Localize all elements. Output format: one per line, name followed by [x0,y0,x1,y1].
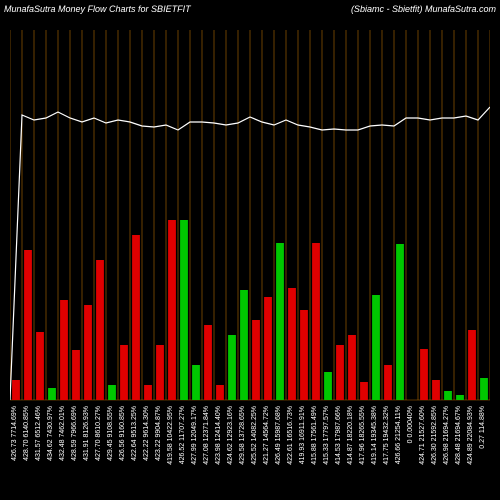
x-axis-label: 421.27 14564.72% [263,406,270,465]
x-axis-label: 431.91 8126.93% [83,406,90,461]
bar [120,345,128,400]
x-axis-label: 428.70 6140.85% [23,406,30,461]
x-axis-label: 0 0.00040% [407,406,414,443]
bar [24,250,32,400]
bar [372,295,380,400]
x-axis-label: 424.71 21527.60% [419,406,426,465]
bar [480,378,488,400]
bar [216,385,224,400]
x-axis-label: 422.22 9614.30% [143,406,150,461]
bar [420,349,428,400]
bar [108,385,116,400]
bar [444,391,452,400]
bar [96,260,104,400]
x-axis-label: 415.33 17797.57% [323,406,330,465]
bar [72,350,80,400]
bar [396,244,404,400]
header-right: (Sbiamc - Sbietfit) MunafaSutra.com [351,4,496,14]
bar [180,220,188,400]
x-axis-label: 426.66 21254.11% [395,406,402,464]
x-axis-label: 426.49 15987.68% [275,406,282,465]
bar [36,332,44,400]
x-axis-label: 417.96 18265.55% [359,406,366,465]
bar [336,345,344,400]
bar [168,220,176,400]
x-axis-label: 423.98 12414.40% [215,406,222,465]
x-axis-label: 414.53 17987.66% [335,406,342,465]
x-axis-label: 429.45 9108.55% [107,406,114,461]
bar [48,388,56,400]
bar [264,297,272,400]
x-axis-label: 428.48 21694.67% [455,406,462,465]
x-axis-label: 431.57 6512.46% [35,406,42,461]
x-axis-label: 427.70 8610.27% [95,406,102,461]
x-axis-label: 417.75 19432.32% [383,406,390,465]
bar [132,235,140,400]
bar [312,243,320,400]
bar [84,305,92,400]
bar [228,335,236,400]
x-axis-label: 419.58 10422.95% [167,406,174,465]
x-axis-label: 424.89 22084.93% [467,406,474,465]
x-axis-label: 425.52 14082.25% [251,406,258,465]
bar [324,372,332,400]
chart-area: 426.73 7714.69% 428.70 6140.85% 431.57 651… [10,30,490,500]
x-axis-label: 423.22 9904.87% [155,406,162,461]
bar [60,300,68,400]
x-axis-label: 415.88 17561.49% [311,406,318,465]
x-axis-label: 434.62 7430.97% [47,406,54,461]
x-axis-label: 422.61 16516.73% [287,406,294,465]
bar [144,385,152,400]
bar [384,365,392,400]
bar [360,382,368,400]
bar [192,365,200,400]
x-axis-label: 419.14 19345.38% [371,406,378,465]
x-axis-label: 429.58 13728.65% [239,406,246,465]
x-axis-label: 426.52 11707.27% [179,406,186,464]
x-axis-label: 424.62 12923.16% [227,406,234,465]
bar [252,320,260,400]
bar [348,335,356,400]
bar [240,290,248,400]
x-axis-label: 419.93 16911.91% [299,406,306,464]
x-axis-label: 0.27 114.88% [479,406,486,449]
x-axis-label: 427.08 12371.84% [203,406,210,465]
bar [456,395,464,400]
x-axis-label: 432.48 7462.01% [59,406,66,461]
header-left: MunafaSutra Money Flow Charts for SBIETF… [4,4,191,14]
bar [12,380,20,400]
x-axis-label: 427.99 12049.17% [191,406,198,465]
bar [156,345,164,400]
bar [432,380,440,400]
x-axis-label: 428.59 7966.69% [71,406,78,461]
chart-container: MunafaSutra Money Flow Charts for SBIETF… [0,0,500,500]
x-axis-label: 422.64 9513.25% [131,406,138,461]
bar [276,243,284,400]
x-axis-label: 414.87 18220.18% [347,406,354,465]
money-flow-chart: 426.73 7714.69% 428.70 6140.85% 431.57 651… [10,30,490,500]
x-axis-label: 426.98 21694.27% [443,406,450,465]
bar [204,325,212,400]
x-axis-label: 426.73 7714.69% [11,406,18,461]
bar [468,330,476,400]
bar [288,288,296,400]
bar [300,310,308,400]
chart-header: MunafaSutra Money Flow Charts for SBIETF… [4,4,496,14]
x-axis-label: 426.30 21592.85% [431,406,438,465]
x-axis-label: 426.56 9160.85% [119,406,126,461]
